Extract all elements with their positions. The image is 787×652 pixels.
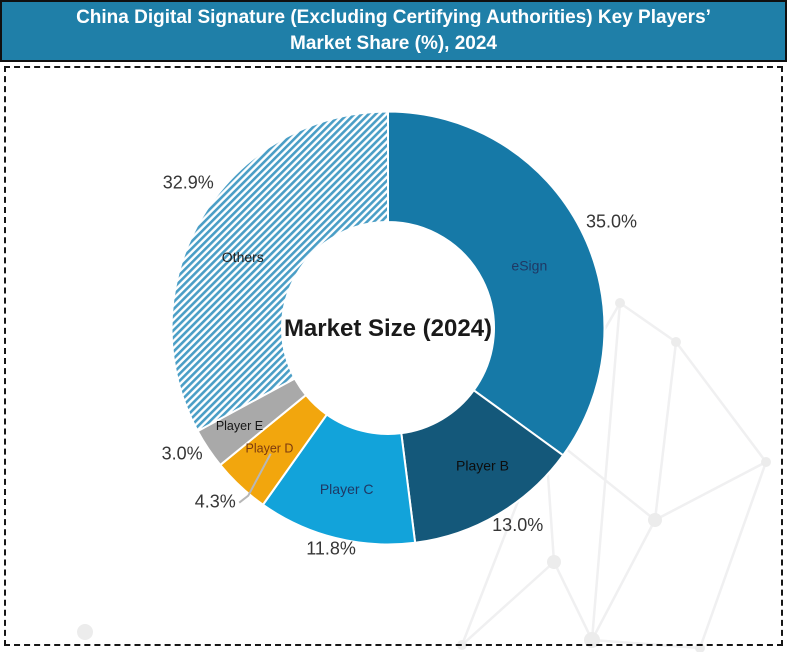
segment-label: Player B xyxy=(456,457,509,473)
segment-label: Player C xyxy=(320,481,374,497)
segment-pct-label: 11.8% xyxy=(306,539,356,559)
segment-pct-label: 35.0% xyxy=(586,212,637,232)
segment-pct-label: 3.0% xyxy=(162,443,203,463)
donut-center-label: Market Size (2024) xyxy=(284,315,492,342)
segment-pct-label: 13.0% xyxy=(492,515,543,535)
segment-pct-label: 32.9% xyxy=(163,173,214,193)
pie-slice-esign xyxy=(387,110,606,457)
chart-title: China Digital Signature (Excluding Certi… xyxy=(76,7,711,54)
segment-label: Others xyxy=(222,249,264,265)
segment-label: Player D xyxy=(246,441,294,455)
segment-pct-label: 4.3% xyxy=(195,492,236,512)
segment-label: eSign xyxy=(511,257,547,273)
pie-slice-others xyxy=(170,110,389,433)
segment-label: Player E xyxy=(216,419,263,433)
title-bar: China Digital Signature (Excluding Certi… xyxy=(0,0,787,62)
leader-line xyxy=(238,453,272,504)
